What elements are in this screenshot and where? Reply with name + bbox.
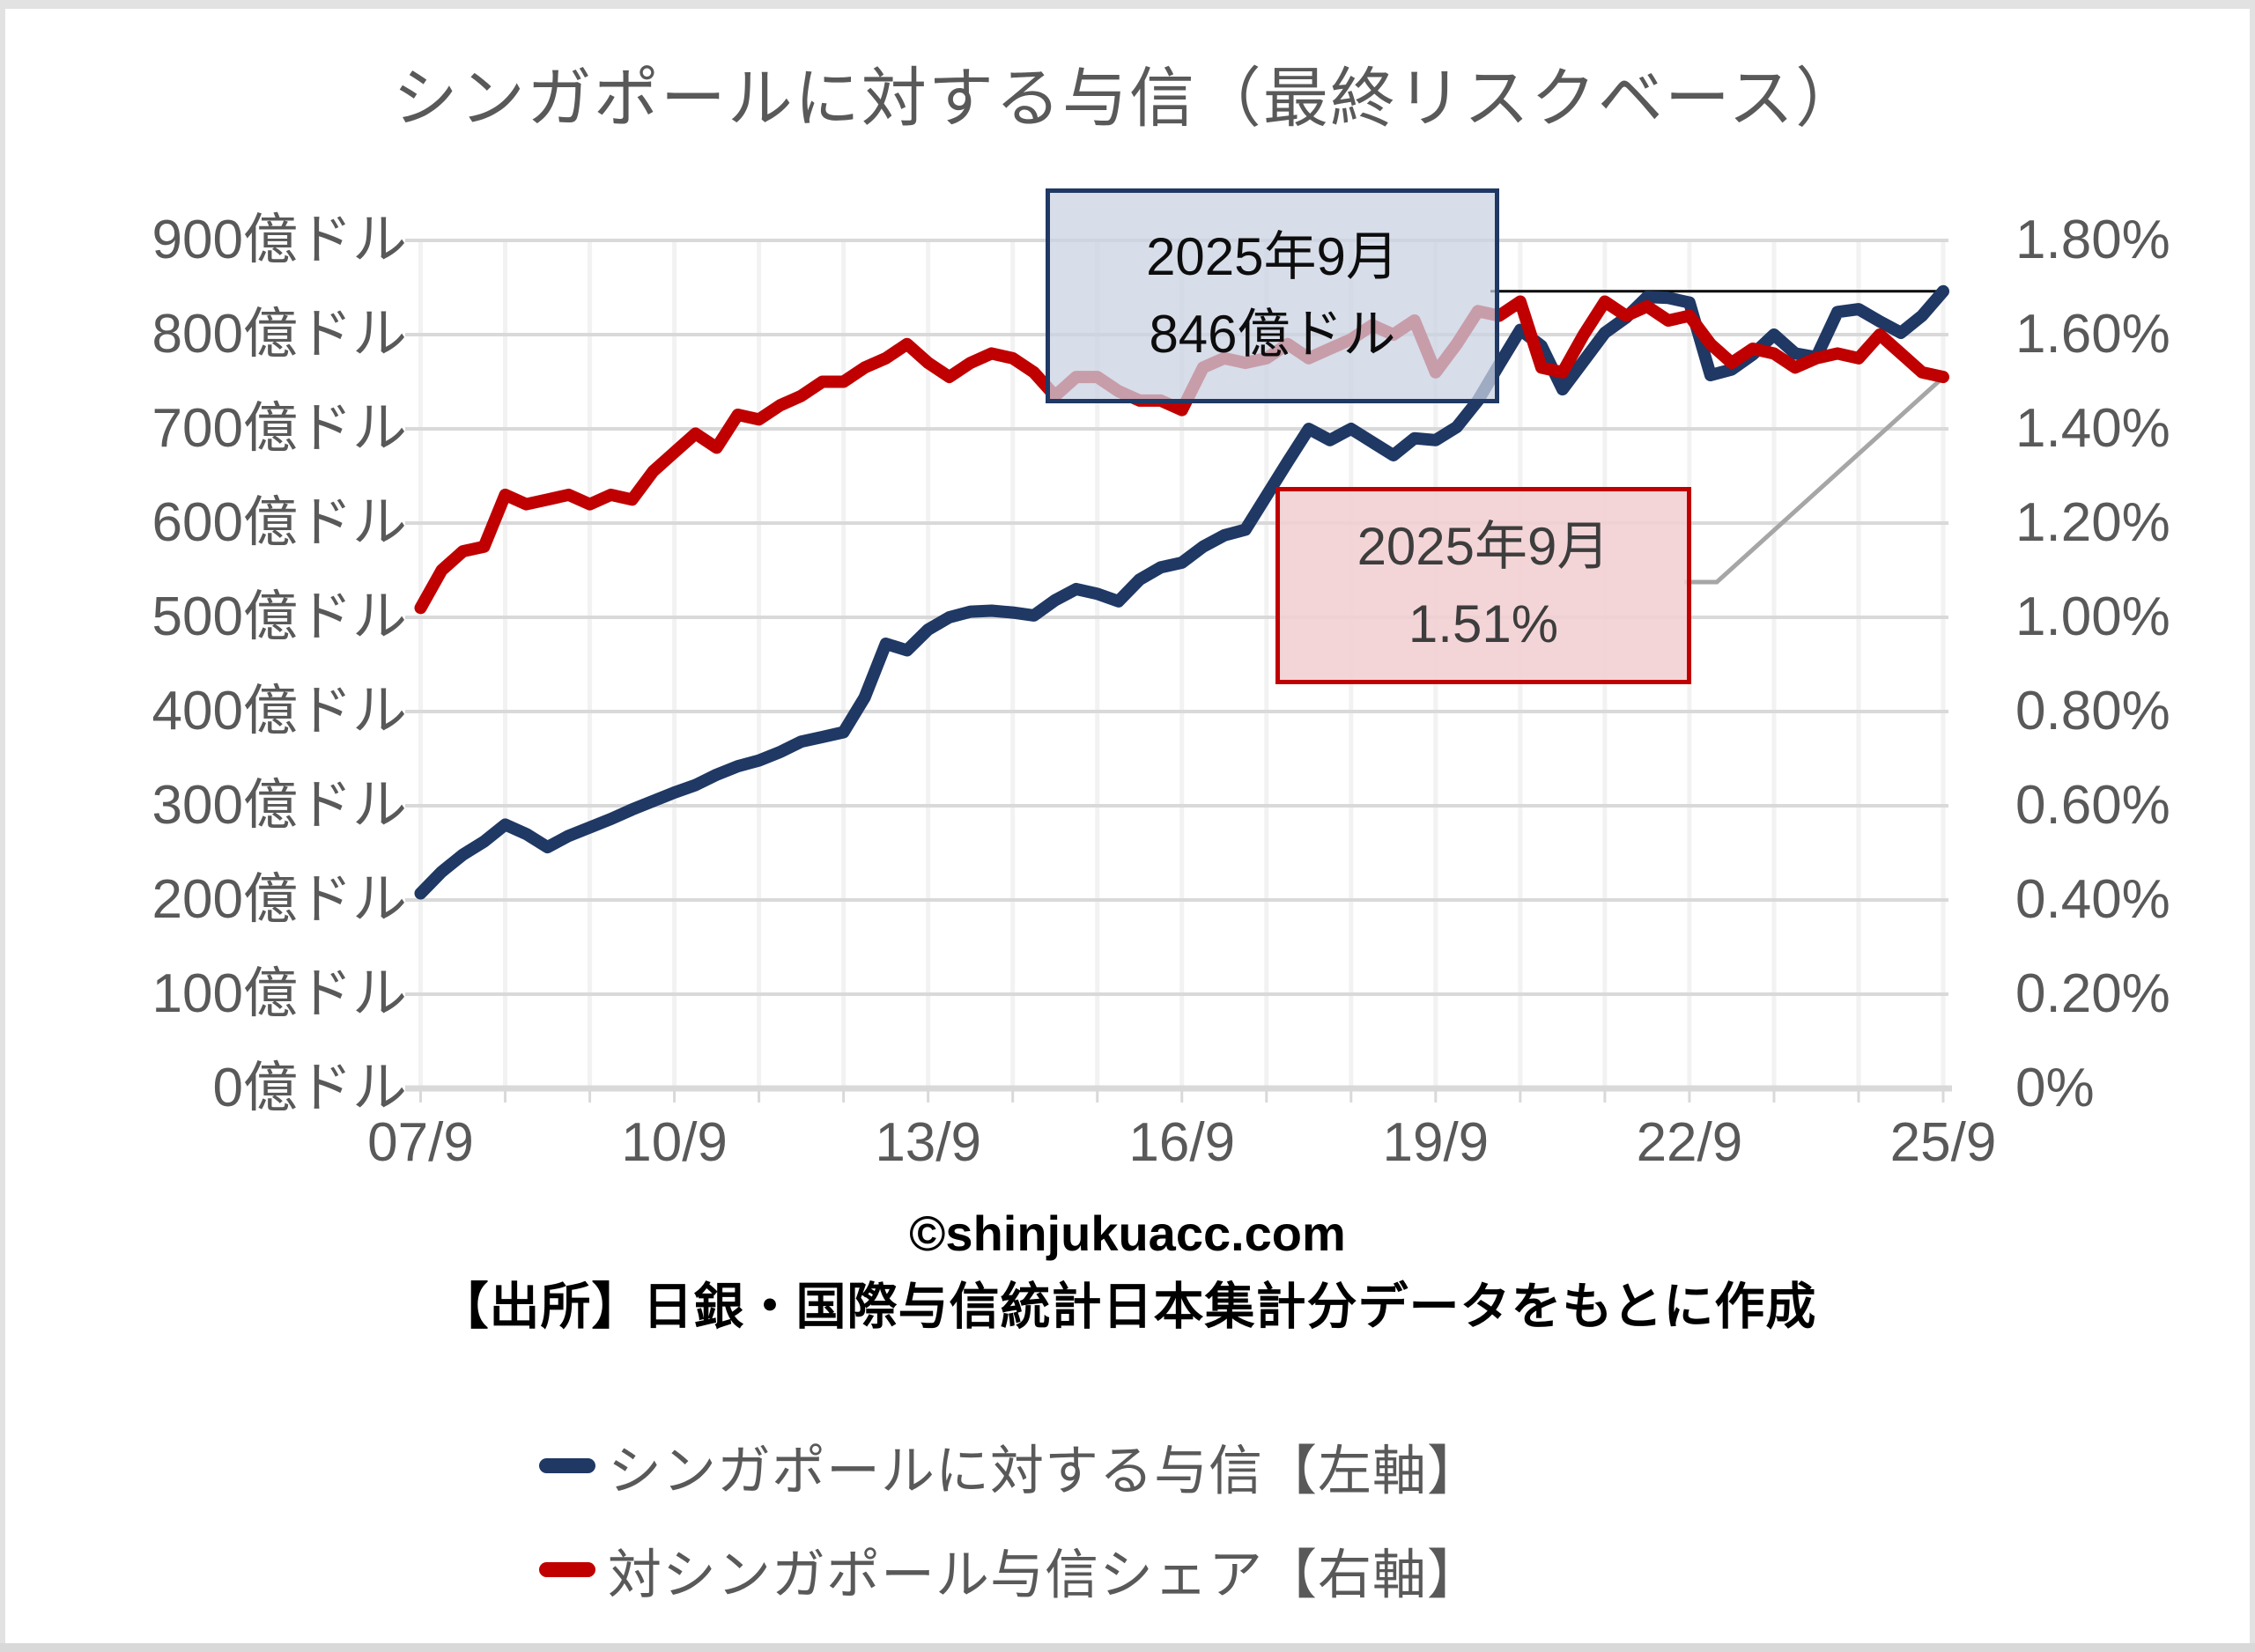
x-axis-tick: 07/9: [367, 1112, 474, 1173]
y-axis-right-tick: 0.20%: [2015, 963, 2170, 1024]
share-annotation-box: 2025年9月 1.51%: [1275, 487, 1691, 684]
y-axis-right-tick: 0.60%: [2015, 775, 2170, 836]
chart-title: シンガポールに対する与信（最終リスクベース）: [392, 62, 1863, 135]
share-annotation-period: 2025年9月: [1357, 517, 1610, 576]
legend: シンガポールに対する与信【左軸】 対シンガポール与信シェア【右軸】: [539, 1434, 1482, 1641]
y-axis-left-tick: 800億ドル: [152, 304, 407, 365]
source-note: 【出所】日銀・国際与信統計日本集計分データをもとに作成: [438, 1279, 1817, 1335]
y-axis-right-tick: 0.80%: [2015, 681, 2170, 741]
y-axis-left-tick: 600億ドル: [152, 492, 407, 553]
y-axis-right-tick: 1.80%: [2015, 210, 2170, 270]
credit-annotation-period: 2025年9月: [1146, 227, 1399, 286]
legend-item-credit: シンガポールに対する与信【左軸】: [539, 1434, 1482, 1501]
y-axis-right-tick: 0%: [2015, 1058, 2095, 1118]
frame-edge-left: [0, 0, 5, 1652]
share-line-swatch: [539, 1561, 595, 1577]
credit-annotation-value: 846億ドル: [1149, 305, 1396, 364]
y-axis-left-tick: 100億ドル: [152, 963, 407, 1024]
y-axis-right-tick: 0.40%: [2015, 869, 2170, 930]
frame-edge-right: [2250, 0, 2255, 1652]
y-axis-left-tick: 200億ドル: [152, 869, 407, 930]
y-axis-right-tick: 1.00%: [2015, 586, 2170, 647]
x-axis-tick: 25/9: [1889, 1112, 1997, 1173]
share-series-line: [414, 295, 1949, 615]
x-axis-tick: 22/9: [1636, 1112, 1743, 1173]
x-axis-tick: 10/9: [621, 1112, 728, 1173]
credit-annotation-box: 2025年9月 846億ドル: [1046, 188, 1499, 403]
y-axis-right-tick: 1.40%: [2015, 398, 2170, 459]
x-axis-tick: 19/9: [1382, 1112, 1490, 1173]
y-axis-left-tick: 700億ドル: [152, 398, 407, 459]
y-axis-left-tick: 300億ドル: [152, 775, 407, 836]
y-axis-left-tick: 0億ドル: [212, 1058, 407, 1118]
frame-edge-top: [0, 0, 2255, 9]
x-axis-tick: 13/9: [875, 1112, 981, 1173]
y-axis-left-tick: 400億ドル: [152, 681, 407, 741]
credit-line-swatch: [539, 1457, 595, 1473]
legend-item-share: 対シンガポール与信シェア【右軸】: [539, 1538, 1482, 1604]
legend-label-share: 対シンガポール与信シェア【右軸】: [608, 1544, 1482, 1604]
y-axis-left-tick: 900億ドル: [152, 210, 407, 270]
x-axis-tick: 16/9: [1128, 1112, 1236, 1173]
share-annotation-value: 1.51%: [1408, 594, 1559, 653]
frame-edge-bottom: [0, 1643, 2255, 1652]
credit-series-line: [414, 284, 1949, 900]
copyright-text: ©shinjukuacc.com: [909, 1206, 1346, 1261]
legend-label-credit: シンガポールに対する与信【左軸】: [608, 1440, 1482, 1501]
share-callout-line: [1684, 379, 1941, 585]
y-axis-right-tick: 1.60%: [2015, 304, 2170, 365]
y-axis-right-tick: 1.20%: [2015, 492, 2170, 553]
y-axis-left-tick: 500億ドル: [152, 586, 407, 647]
